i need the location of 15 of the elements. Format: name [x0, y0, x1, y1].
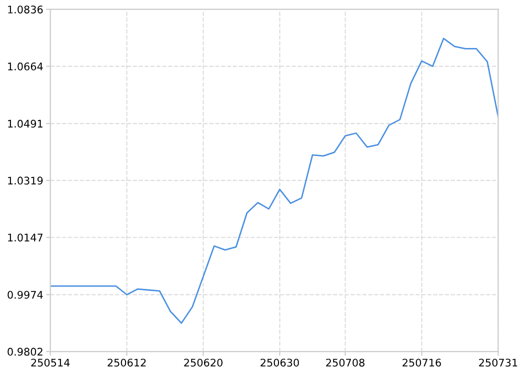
y-tick-label: 0.9802	[8, 348, 42, 356]
y-tick-label: 1.0147	[8, 234, 43, 242]
y-tick-label: 1.0664	[8, 62, 43, 70]
x-tick-label: 250620	[184, 358, 222, 367]
y-tick-label: 1.0319	[8, 176, 43, 185]
x-tick-label: 250612	[108, 358, 146, 367]
x-tick-label: 250731	[479, 358, 518, 367]
y-tick-label: 1.0491	[8, 120, 42, 128]
y-tick-label: 1.0836	[8, 6, 43, 14]
x-tick-label: 250514	[31, 358, 70, 367]
x-tick-label: 250630	[260, 358, 299, 367]
x-tick-label: 250708	[326, 358, 364, 367]
x-tick-label: 250716	[402, 358, 441, 367]
line-series	[50, 38, 498, 324]
y-tick-label: 0.9974	[8, 290, 43, 299]
